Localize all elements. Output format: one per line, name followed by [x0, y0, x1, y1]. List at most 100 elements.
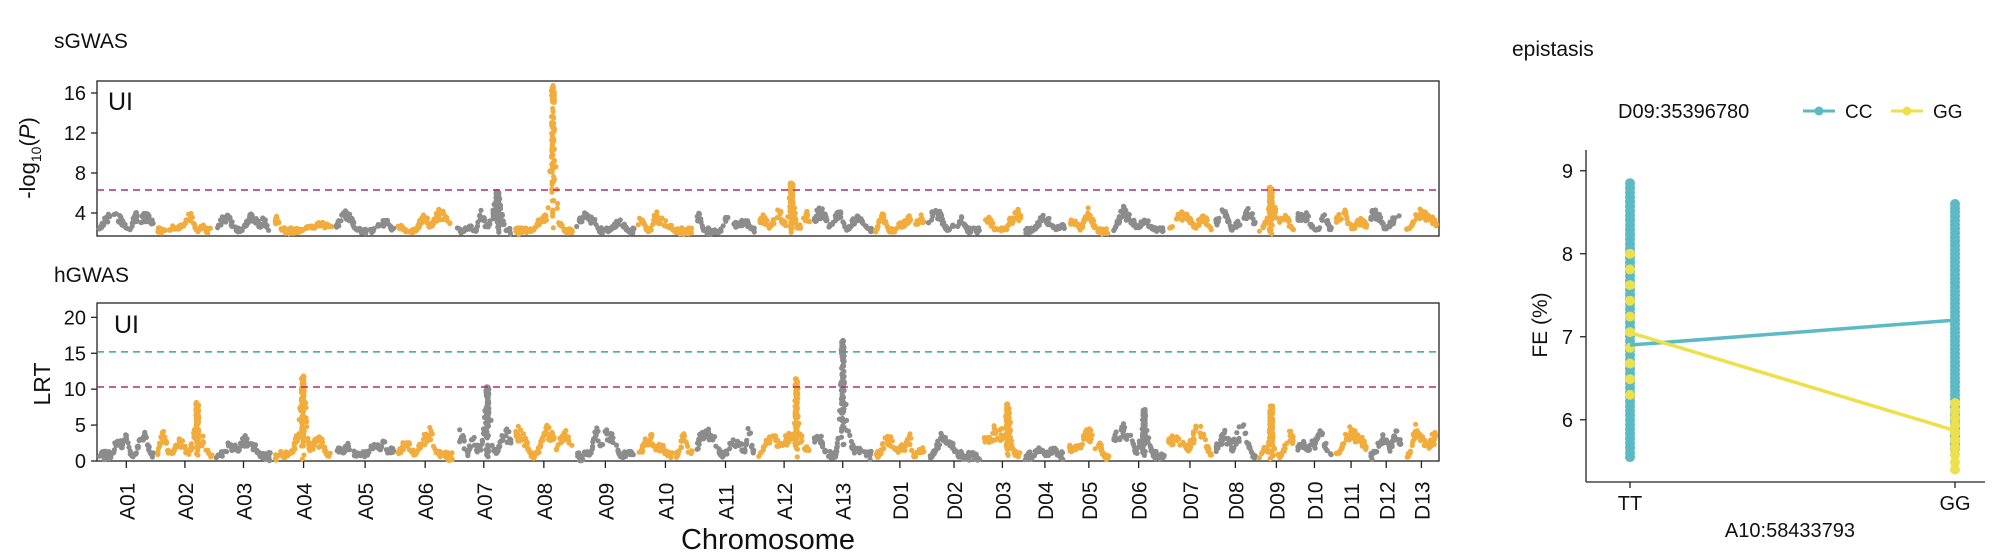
hgwas-snp-point: [364, 451, 370, 458]
sgwas-snp-point: [542, 212, 549, 218]
hgwas-snp-point: [838, 434, 845, 440]
hgwas-snp-point: [520, 431, 527, 437]
sgwas-snp-point: [1120, 203, 1127, 209]
hgwas-snp-point: [503, 433, 509, 439]
hgwas-snp-point: [300, 396, 306, 402]
sgwas-snp-point: [1085, 212, 1091, 218]
sgwas-snp-point: [182, 221, 188, 227]
hgwas-snp-point: [1097, 440, 1103, 446]
sgwas-snp-point: [223, 219, 229, 225]
hgwas-snp-point: [195, 441, 202, 447]
sgwas-snp-point: [1333, 216, 1339, 222]
hgwas-snp-point: [380, 439, 386, 446]
hgwas-snp-point: [1354, 439, 1360, 445]
sgwas-snp-point: [1074, 222, 1080, 228]
sgwas-snp-point: [1326, 223, 1332, 229]
hgwas-snp-point: [1202, 437, 1209, 443]
sgwas-snp-point: [286, 231, 292, 237]
sgwas-snp-point: [549, 189, 555, 195]
sgwas-snp-point: [1196, 222, 1202, 228]
sgwas-snp-point: [939, 221, 945, 227]
hgwas-snp-point: [610, 439, 616, 446]
sgwas-y-axis-label: -log10(P): [15, 117, 44, 199]
sgwas-y-tick-label: 16: [64, 83, 86, 105]
sgwas-snp-point: [1220, 209, 1226, 215]
sgwas-snp-point: [1409, 221, 1415, 228]
sgwas-snp-point: [605, 229, 611, 235]
sgwas-snp-point: [751, 229, 757, 235]
hgwas-snp-point: [1317, 428, 1323, 434]
hgwas-snp-point: [465, 451, 471, 457]
hgwas-snp-point: [1004, 426, 1010, 432]
hgwas-snp-point: [1307, 447, 1313, 453]
hgwas-snp-point: [438, 450, 444, 456]
hgwas-snp-point: [1224, 441, 1230, 447]
sgwas-snp-point: [495, 193, 502, 199]
sgwas-snp-point: [192, 225, 198, 231]
hgwas-snp-point: [793, 445, 800, 451]
hgwas-snp-point: [300, 443, 306, 449]
hgwas-snp-point: [1290, 440, 1296, 446]
sgwas-snp-point: [141, 210, 147, 217]
hgwas-snp-point: [694, 446, 700, 452]
sgwas-snp-point: [1010, 215, 1016, 221]
hgwas-snp-point: [544, 422, 550, 428]
hgwas-snp-point: [1170, 437, 1177, 443]
hgwas-snp-point: [639, 444, 645, 450]
sgwas-snp-point: [868, 229, 874, 235]
hgwas-snp-point: [1387, 448, 1393, 454]
hgwas-snp-point: [1336, 450, 1342, 456]
hgwas-snp-point: [508, 440, 514, 446]
sgwas-snp-point: [1336, 211, 1342, 218]
hgwas-snp-point: [1158, 451, 1165, 457]
hgwas-snp-point: [966, 452, 973, 458]
hgwas-snp-point: [838, 387, 845, 393]
epistasis-point-GG: [1625, 311, 1635, 322]
hgwas-snp-point: [182, 443, 188, 449]
hgwas-snp-point: [484, 403, 491, 409]
hgwas-snp-point: [273, 457, 279, 463]
hgwas-snp-point: [515, 423, 521, 429]
sgwas-snp-point: [988, 223, 995, 229]
chromosome-tick-label: D05: [1079, 481, 1102, 520]
sgwas-snp-point: [702, 226, 709, 233]
hgwas-snp-point: [863, 453, 869, 459]
hgwas-plot-frame: [96, 302, 1440, 462]
sgwas-snp-point: [696, 211, 703, 217]
hgwas-snp-point: [840, 345, 846, 351]
sgwas-snp-point: [304, 225, 310, 231]
hgwas-snp-point: [793, 397, 799, 403]
hgwas-snp-point: [150, 450, 156, 456]
hgwas-snp-point: [195, 420, 201, 427]
sgwas-snp-point: [1312, 227, 1318, 233]
epistasis-point-GG: [1950, 398, 1960, 409]
hgwas-snp-point: [304, 424, 310, 430]
sgwas-snp-point: [782, 219, 788, 225]
hgwas-y-axis-label: LRT: [29, 362, 55, 405]
chromosome-tick-label: A02: [175, 483, 198, 520]
hgwas-snp-point: [738, 441, 744, 447]
sgwas-snp-point: [495, 198, 501, 204]
sgwas-snp-point: [262, 217, 268, 223]
sgwas-snp-point: [1179, 217, 1185, 223]
hgwas-snp-point: [173, 445, 179, 451]
hgwas-snp-point: [1133, 449, 1139, 455]
sgwas-snp-point: [549, 89, 555, 95]
sgwas-snp-point: [643, 227, 649, 233]
sgwas-snp-point: [495, 224, 501, 230]
sgwas-points: [96, 83, 1440, 237]
hgwas-snp-point: [685, 443, 691, 449]
sgwas-snp-point: [959, 215, 965, 221]
hgwas-snp-point: [282, 452, 288, 458]
hgwas-snp-point: [421, 431, 427, 438]
hgwas-snp-point: [826, 453, 832, 459]
hgwas-snp-point: [792, 440, 798, 446]
hgwas-snp-point: [626, 451, 632, 457]
sgwas-snp-point: [551, 95, 557, 101]
sgwas-snp-point: [1103, 226, 1109, 232]
chromosome-tick-label: A08: [534, 483, 557, 520]
hgwas-snp-point: [731, 442, 737, 448]
hgwas-snp-point: [630, 452, 636, 458]
hgwas-snp-point: [193, 451, 200, 457]
